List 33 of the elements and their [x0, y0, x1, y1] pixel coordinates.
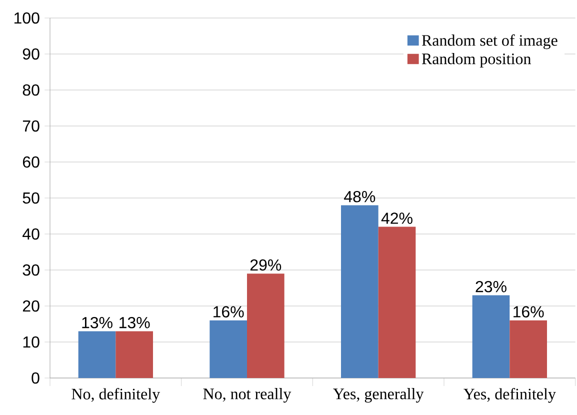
y-tick-label: 100	[14, 12, 40, 24]
bar	[341, 205, 378, 378]
x-tick-label: Yes, generally	[333, 388, 424, 403]
y-tick-label: 20	[22, 300, 40, 312]
data-label: 16%	[514, 306, 544, 318]
bar	[472, 295, 510, 378]
data-label: 13%	[82, 316, 112, 328]
data-label: 48%	[344, 190, 376, 202]
x-tick-label: No, definitely	[72, 388, 160, 403]
y-tick-label: 70	[22, 120, 40, 132]
y-tick-label: 80	[22, 84, 40, 96]
bar	[116, 331, 153, 378]
y-tick-label: 40	[22, 228, 40, 240]
legend-label: Random set of image	[422, 34, 558, 50]
data-label: 29%	[250, 259, 282, 271]
bar	[78, 331, 116, 378]
data-label: 42%	[381, 212, 412, 224]
y-tick-label: 30	[22, 264, 40, 276]
x-tick-label: Yes, definitely	[464, 388, 556, 403]
data-label: 16%	[214, 306, 244, 318]
x-tick-label: No, not really	[203, 388, 292, 403]
bar	[510, 320, 547, 378]
y-tick-label: 60	[22, 156, 40, 168]
y-tick-label: 0	[32, 372, 40, 384]
data-label: 13%	[120, 316, 150, 328]
y-tick-label: 10	[23, 336, 40, 348]
y-tick-label: 90	[22, 48, 40, 60]
legend-label: Random position	[422, 52, 532, 68]
bar	[378, 226, 416, 378]
bar	[210, 320, 248, 378]
bar	[247, 274, 284, 378]
y-tick-label: 50	[22, 192, 40, 204]
data-label: 23%	[476, 280, 506, 292]
